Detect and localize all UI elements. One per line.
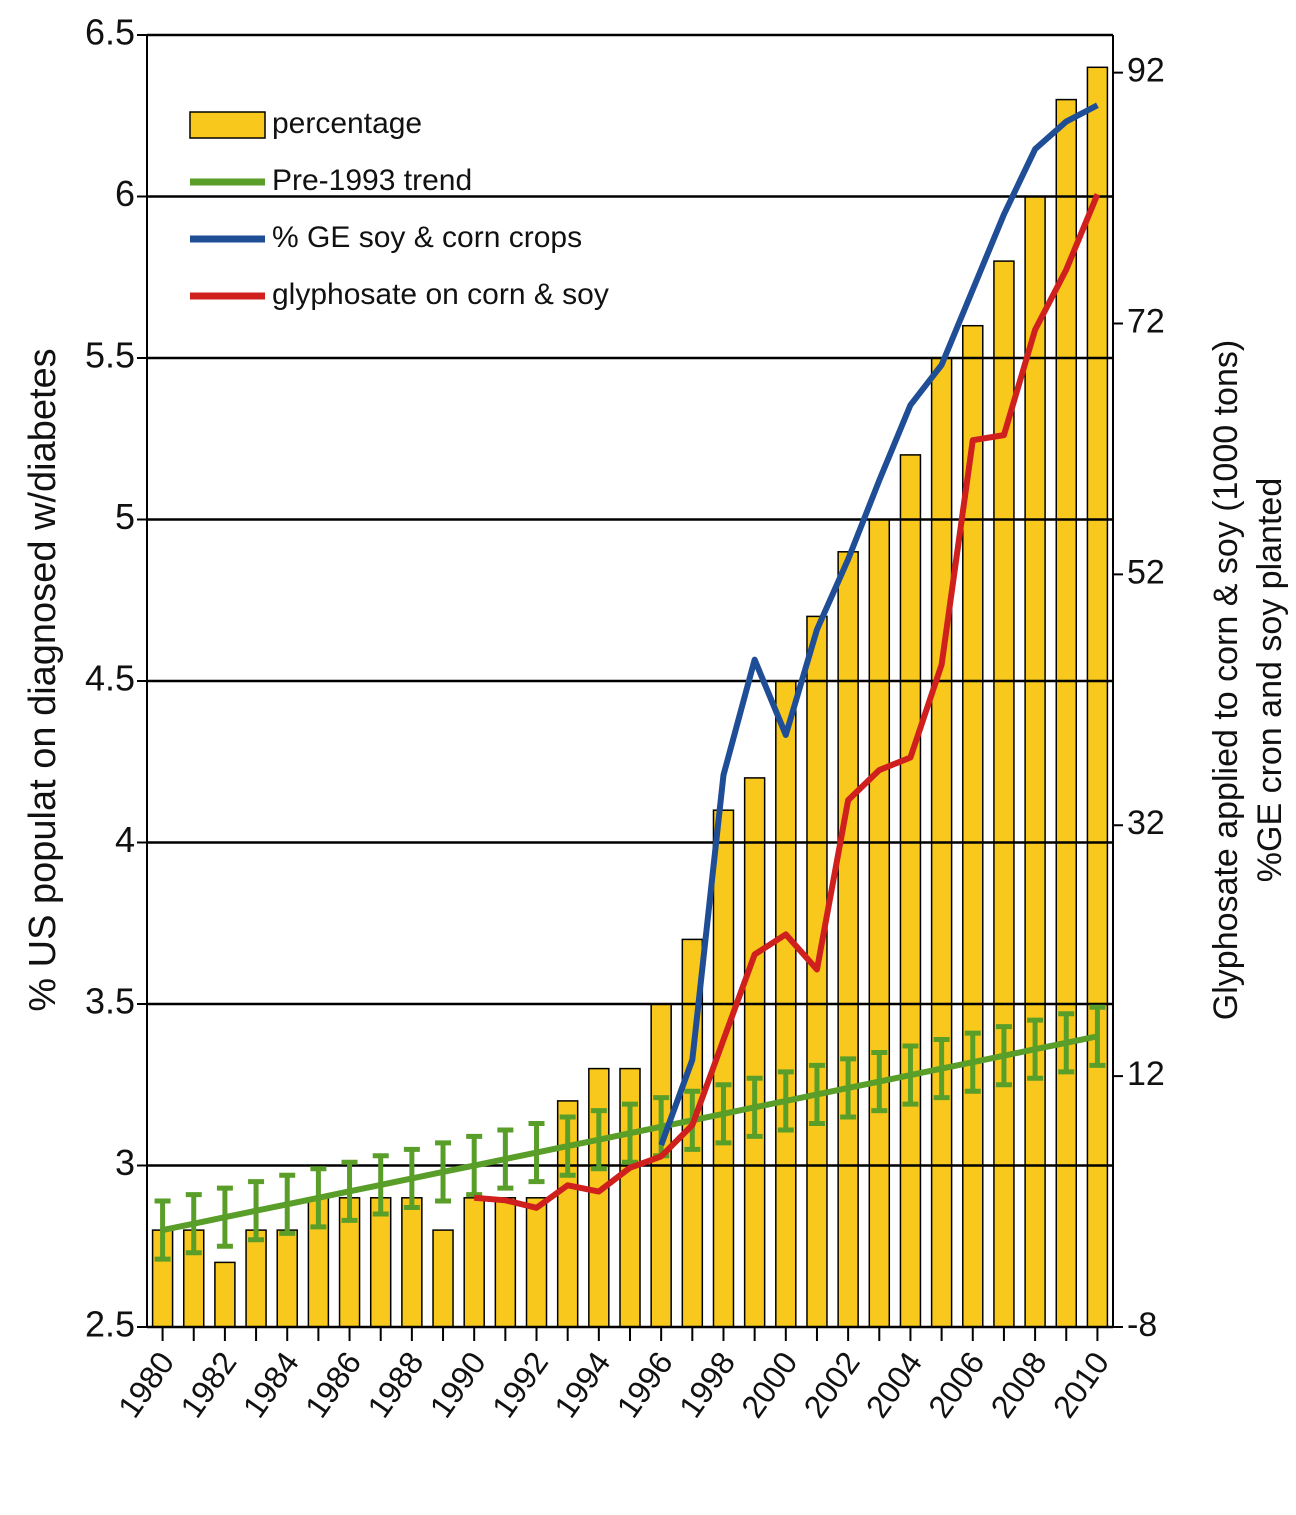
x-tick-label: 1998 xyxy=(672,1345,742,1424)
x-tick-label: 1992 xyxy=(485,1345,555,1424)
x-tick-label: 1982 xyxy=(173,1345,243,1424)
y2-tick-label: 52 xyxy=(1127,553,1165,591)
bar xyxy=(1024,195,1046,1328)
x-tick-label: 1996 xyxy=(609,1345,679,1424)
line xyxy=(658,102,1099,1147)
y-tick-label: 2.5 xyxy=(85,1304,135,1345)
x-tick-label: 2004 xyxy=(859,1345,929,1424)
y-axis-label: % US populat on diagnosed w/diabetes xyxy=(22,348,64,1011)
bar xyxy=(214,1261,236,1328)
error-bar xyxy=(1089,1004,1106,1068)
y-tick-label: 4 xyxy=(115,819,135,860)
y-tick-label: 5.5 xyxy=(85,335,135,376)
legend-label: % GE soy & corn crops xyxy=(272,221,582,254)
x-tick-label: 2010 xyxy=(1046,1345,1116,1424)
y2-tick-label: -8 xyxy=(1127,1306,1157,1344)
y-tick-label: 3.5 xyxy=(85,981,135,1022)
legend-label: Pre-1993 trend xyxy=(272,164,472,197)
x-tick-label: 1980 xyxy=(111,1345,181,1424)
y-tick-label: 5 xyxy=(115,496,135,537)
x-tick-label: 1994 xyxy=(547,1345,617,1424)
y2-tick-label: 72 xyxy=(1127,302,1165,340)
bar xyxy=(401,1197,423,1328)
bar xyxy=(276,1229,298,1328)
bar xyxy=(463,1197,485,1328)
x-tick-label: 1988 xyxy=(360,1345,430,1424)
bar xyxy=(245,1229,267,1328)
x-tick-label: 1986 xyxy=(298,1345,368,1424)
bar xyxy=(525,1197,548,1328)
bar xyxy=(743,777,766,1328)
y2-axis-label: Glyphosate applied to corn & soy (1000 t… xyxy=(1207,340,1245,1020)
y-tick-label: 4.5 xyxy=(85,658,135,699)
bar xyxy=(494,1197,517,1328)
x-tick-label: 2008 xyxy=(983,1345,1053,1424)
y2-tick-label: 92 xyxy=(1127,52,1165,90)
bar xyxy=(868,518,891,1328)
x-tick-label: 1990 xyxy=(423,1345,493,1424)
bar xyxy=(899,454,922,1328)
x-tick-label: 2002 xyxy=(796,1345,866,1424)
legend-label: glyphosate on corn & soy xyxy=(272,278,609,311)
y-tick-label: 6.5 xyxy=(85,12,135,53)
bar xyxy=(1086,66,1109,1328)
line xyxy=(473,193,1101,1211)
bar xyxy=(712,809,735,1328)
bar xyxy=(369,1197,392,1328)
line xyxy=(161,1033,1099,1234)
x-tick-label: 2000 xyxy=(734,1345,804,1424)
bar xyxy=(432,1229,454,1328)
y-tick-label: 3 xyxy=(115,1142,135,1183)
legend-swatch xyxy=(189,111,266,139)
y2-tick-label: 32 xyxy=(1127,804,1165,842)
x-tick-label: 1984 xyxy=(236,1345,306,1424)
lines xyxy=(154,102,1106,1262)
bar xyxy=(837,551,859,1328)
y2-tick-label: 12 xyxy=(1127,1055,1165,1093)
x-tick-label: 2006 xyxy=(921,1345,991,1424)
bar xyxy=(588,1067,610,1328)
y-tick-label: 6 xyxy=(115,173,135,214)
y2-axis-label: %GE cron and soy planted xyxy=(1251,478,1289,882)
legend-label: percentage xyxy=(272,107,422,140)
